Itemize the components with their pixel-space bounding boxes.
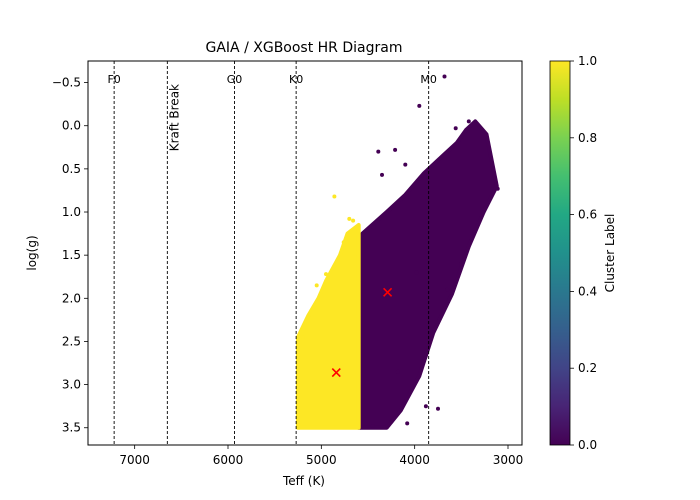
cluster-0-point <box>405 421 410 426</box>
cluster-0-point <box>366 244 370 249</box>
y-tick-label: 3.5 <box>62 421 81 435</box>
cluster-0-point <box>395 369 400 374</box>
cluster-0-point <box>371 225 376 230</box>
cluster-1-point <box>347 216 352 221</box>
y-tick-label: −0.5 <box>52 76 81 90</box>
colorbar-tick-label: 0.0 <box>578 438 597 452</box>
x-tick-label: 4000 <box>399 453 430 467</box>
cluster-0-point <box>393 147 398 152</box>
cluster-0-point <box>417 103 422 108</box>
cluster-0-point <box>370 424 375 428</box>
cluster-0-point <box>376 149 381 154</box>
y-tick-label: 2.0 <box>62 291 81 305</box>
reference-line-label: M0 <box>420 73 437 86</box>
cluster-0-point <box>453 126 458 131</box>
scatter-points <box>296 74 500 430</box>
cluster-1-point <box>300 335 305 340</box>
cluster-1-point <box>341 240 346 245</box>
y-tick-label: 2.5 <box>62 334 81 348</box>
chart-title: GAIA / XGBoost HR Diagram <box>206 40 403 56</box>
colorbar-gradient <box>549 60 571 446</box>
cluster-centroids <box>331 287 393 378</box>
x-axis-label: Teff (K) <box>282 474 325 488</box>
cluster-0-point <box>459 261 464 266</box>
plot-area: F0 Kraft Break G0 K0 M0 <box>107 61 500 445</box>
cluster-0-point <box>466 119 471 124</box>
x-tick-label: 6000 <box>213 453 244 467</box>
cluster-0-point <box>380 172 384 177</box>
plot-frame <box>87 60 523 446</box>
y-tick-label: 1.5 <box>62 248 81 262</box>
x-tick-label: 7000 <box>119 453 150 467</box>
cluster-1-point <box>332 194 337 199</box>
reference-line-label: Kraft Break <box>167 84 181 151</box>
cluster-0-points <box>356 119 499 430</box>
colorbar-tick-label: 1.0 <box>578 54 597 68</box>
colorbar-tick-label: 0.4 <box>578 284 597 298</box>
y-tick-label: 1.0 <box>62 205 81 219</box>
y-tick-label: 0.0 <box>62 119 81 133</box>
centroid-marker <box>383 287 393 297</box>
cluster-1-points <box>296 223 361 430</box>
colorbar: 0.0 0.2 0.4 0.6 0.8 1.0 Cluster Label <box>549 54 617 452</box>
y-axis-ticks: −0.5 0.0 0.5 1.0 1.5 2.0 2.5 3.0 3.5 <box>52 76 88 435</box>
x-tick-label: 5000 <box>306 453 337 467</box>
cluster-1-point <box>324 272 328 277</box>
y-axis-label: log(g) <box>25 235 39 270</box>
cluster-0-point <box>442 74 447 79</box>
cluster-0-point <box>414 270 419 275</box>
cluster-0-point <box>423 404 428 409</box>
cluster-0-point <box>389 419 394 424</box>
reference-line-label: K0 <box>289 73 303 86</box>
colorbar-tick-label: 0.2 <box>578 361 597 375</box>
cluster-0-point <box>403 162 408 167</box>
cluster-0-point <box>445 287 450 292</box>
colorbar-tick-label: 0.6 <box>578 208 597 222</box>
cluster-0-point <box>436 406 440 411</box>
reference-line-label: G0 <box>227 73 243 86</box>
reference-line-label: F0 <box>107 73 120 86</box>
colorbar-ticks: 0.0 0.2 0.4 0.6 0.8 1.0 <box>570 54 597 452</box>
x-axis-ticks: 7000 6000 5000 4000 3000 <box>119 445 523 467</box>
cluster-1-point <box>314 283 319 288</box>
x-tick-label: 3000 <box>493 453 524 467</box>
colorbar-label: Cluster Label <box>603 214 617 293</box>
cluster-1-point <box>351 218 356 223</box>
cluster-0-point <box>495 186 500 191</box>
y-tick-label: 0.5 <box>62 162 81 176</box>
colorbar-tick-label: 0.8 <box>578 131 597 145</box>
spectral-class-lines: F0 Kraft Break G0 K0 M0 <box>107 61 437 445</box>
centroid-marker <box>331 367 341 378</box>
y-tick-label: 3.0 <box>62 378 81 392</box>
